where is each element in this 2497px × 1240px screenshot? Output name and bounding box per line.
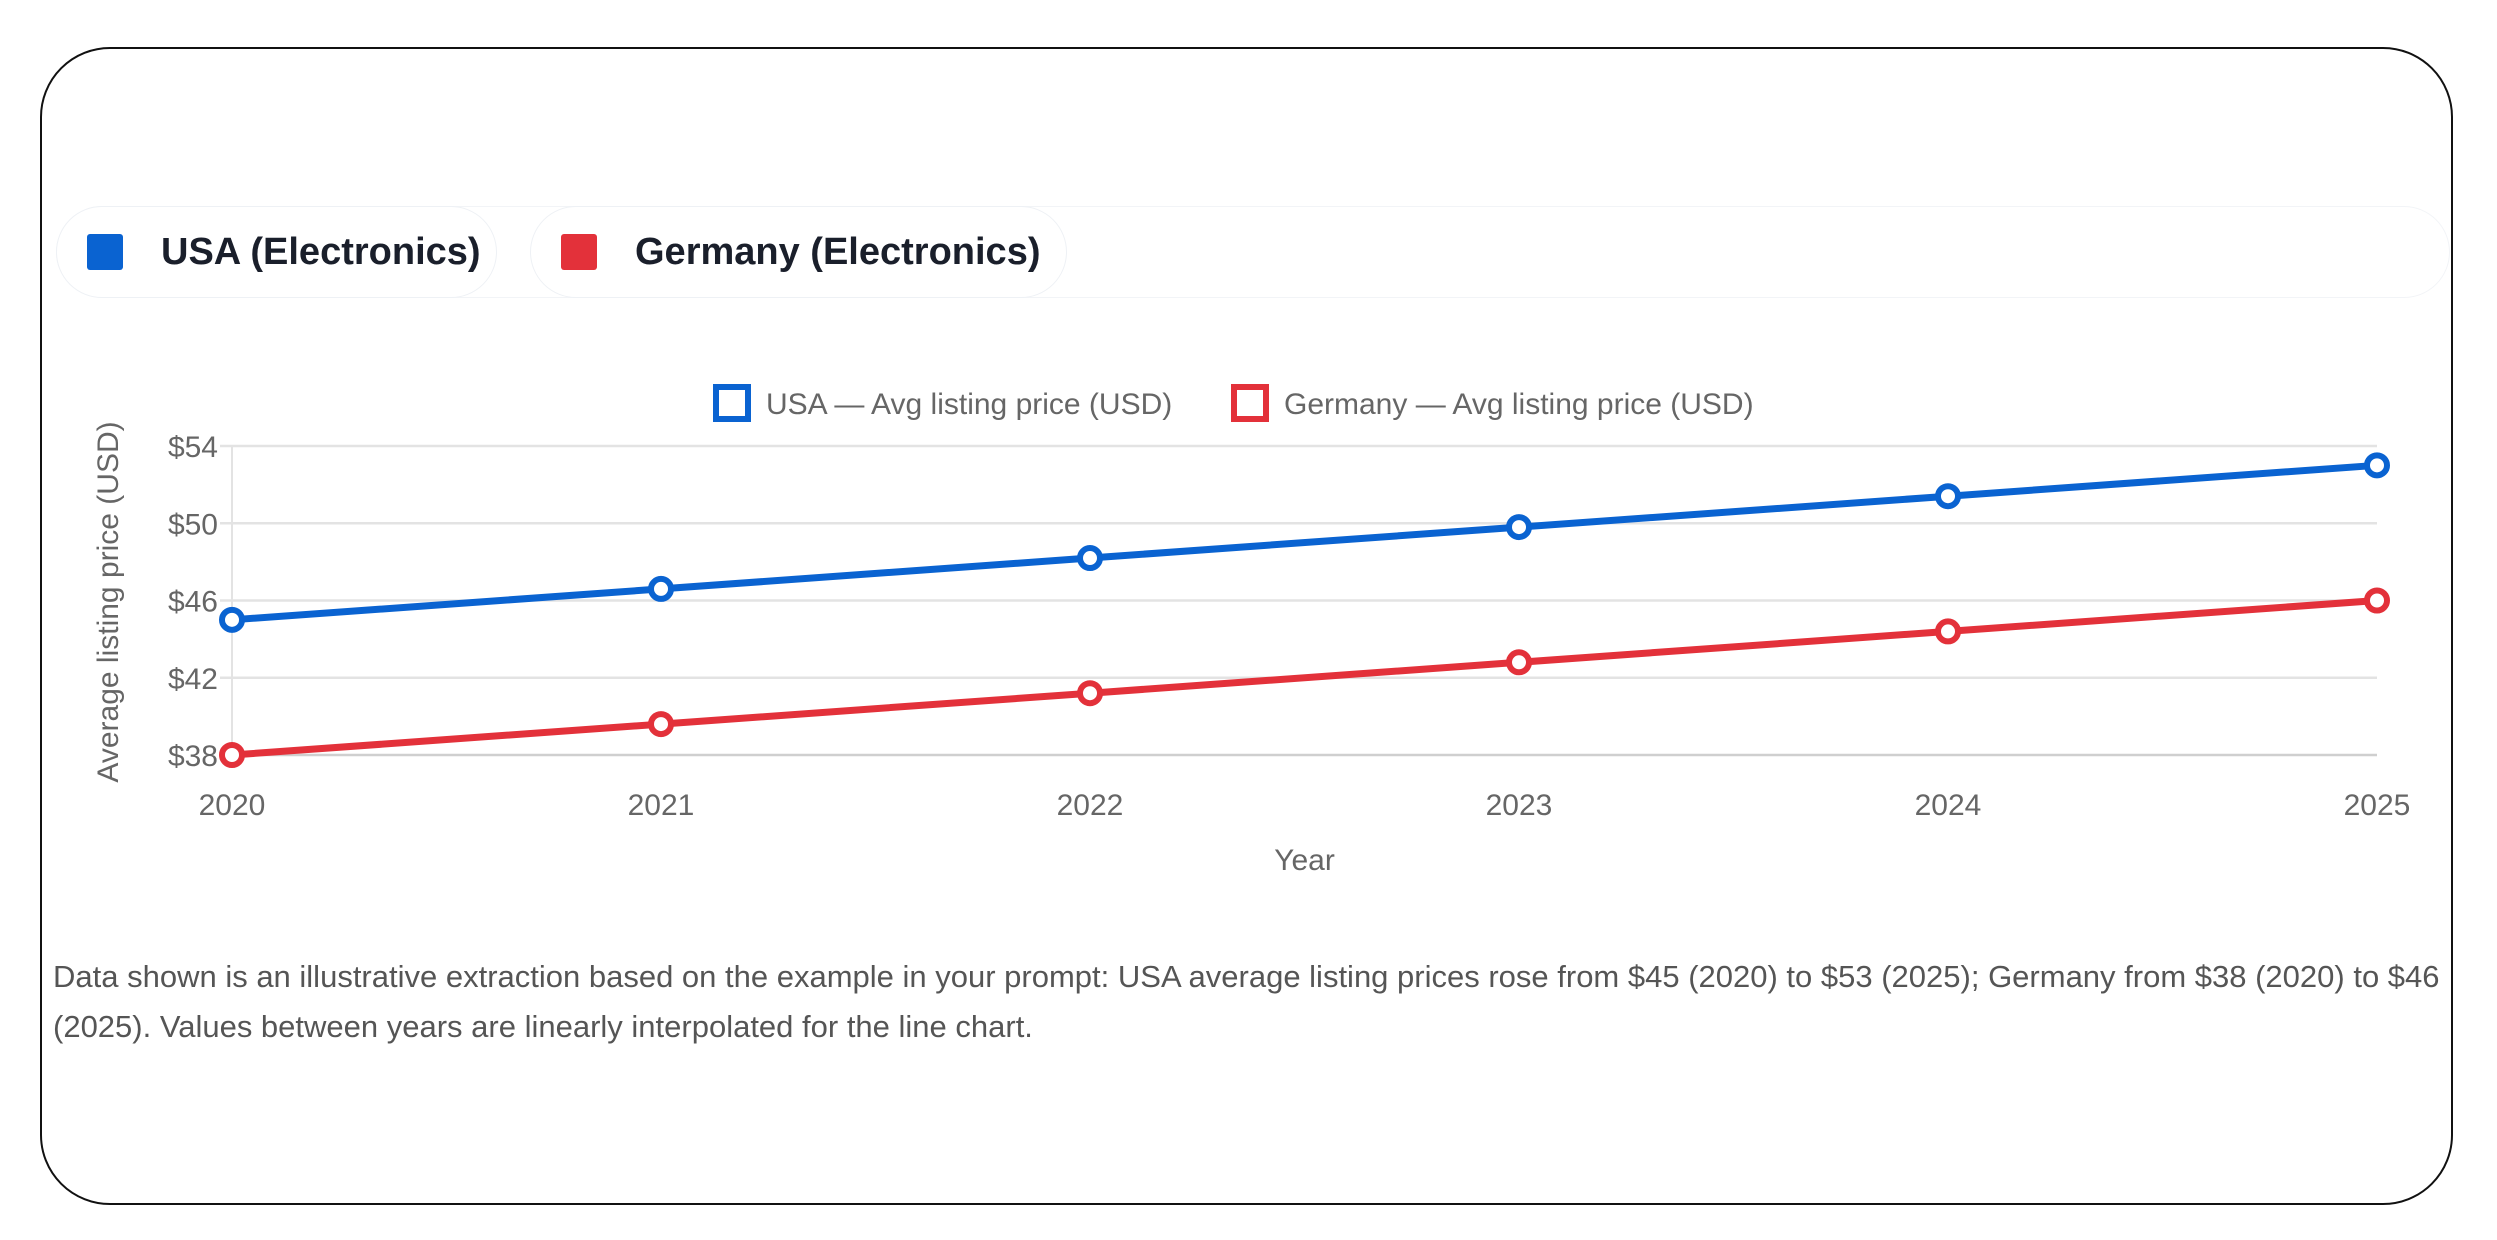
pill-usa[interactable]: USA (Electronics) [56, 206, 497, 298]
series-line-1 [231, 597, 2378, 759]
pill-germany[interactable]: Germany (Electronics) [530, 206, 1067, 298]
x-tick-label: 2024 [1915, 789, 1982, 822]
y-tick-label: $46 [168, 586, 218, 619]
series-line-0 [231, 461, 2378, 624]
data-point [219, 606, 245, 633]
y-tick-label: $42 [168, 663, 218, 696]
data-point [648, 711, 674, 738]
data-point [2364, 452, 2390, 479]
germany-swatch-icon [561, 234, 597, 270]
data-point [1506, 649, 1532, 676]
data-point [648, 575, 674, 602]
data-point [219, 742, 245, 768]
legend-swatch-icon [1231, 384, 1269, 422]
data-point [1506, 514, 1532, 541]
legend-label: USA — Avg listing price (USD) [766, 388, 1172, 421]
y-tick-label: $54 [168, 431, 218, 464]
x-tick-label: 2020 [199, 789, 266, 822]
data-point [1935, 483, 1961, 510]
x-tick-label: 2021 [628, 789, 695, 822]
data-point [1935, 618, 1961, 645]
pill-label: Germany (Electronics) [635, 230, 1041, 273]
data-point [1077, 680, 1103, 707]
pill-label: USA (Electronics) [161, 230, 481, 273]
y-axis-title: Average listing price (USD) [92, 421, 125, 782]
data-point [2364, 587, 2390, 614]
legend-swatch-icon [713, 384, 751, 422]
chart-card [40, 47, 2453, 1205]
usa-swatch-icon [87, 234, 123, 270]
x-tick-label: 2023 [1486, 789, 1553, 822]
x-axis-title: Year [1274, 844, 1335, 877]
x-tick-label: 2022 [1057, 789, 1124, 822]
y-tick-label: $38 [168, 740, 218, 773]
legend-label: Germany — Avg listing price (USD) [1284, 388, 1754, 421]
data-point [1077, 545, 1103, 572]
y-tick-label: $50 [168, 508, 218, 541]
footnote: Data shown is an illustrative extraction… [53, 959, 2440, 1044]
x-tick-label: 2025 [2344, 789, 2411, 822]
